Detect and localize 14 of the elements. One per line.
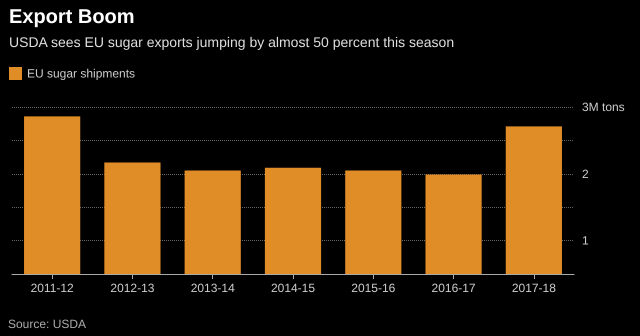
x-tick-label: 2015-16 — [351, 281, 396, 295]
x-tick-label: 2016-17 — [432, 281, 476, 295]
x-tick-label: 2017-18 — [512, 281, 556, 295]
y-tick-label: 1 — [582, 234, 589, 248]
x-tick-label: 2014-15 — [270, 281, 316, 295]
y-tick-label: 3M tons — [582, 100, 625, 114]
chart-title: Export Boom — [9, 6, 135, 28]
x-tick-label: 2012-13 — [110, 281, 155, 295]
y-tick-label: 2 — [582, 166, 589, 181]
x-tick-label: 2013-14 — [190, 281, 236, 295]
source-note: Source: USDA — [8, 317, 86, 331]
chart-subtitle: USDA sees EU sugar exports jumping by almost 50 percent this season — [9, 34, 454, 50]
x-tick-label: 2011-12 — [30, 281, 74, 295]
legend-label: EU sugar shipments — [27, 66, 136, 80]
